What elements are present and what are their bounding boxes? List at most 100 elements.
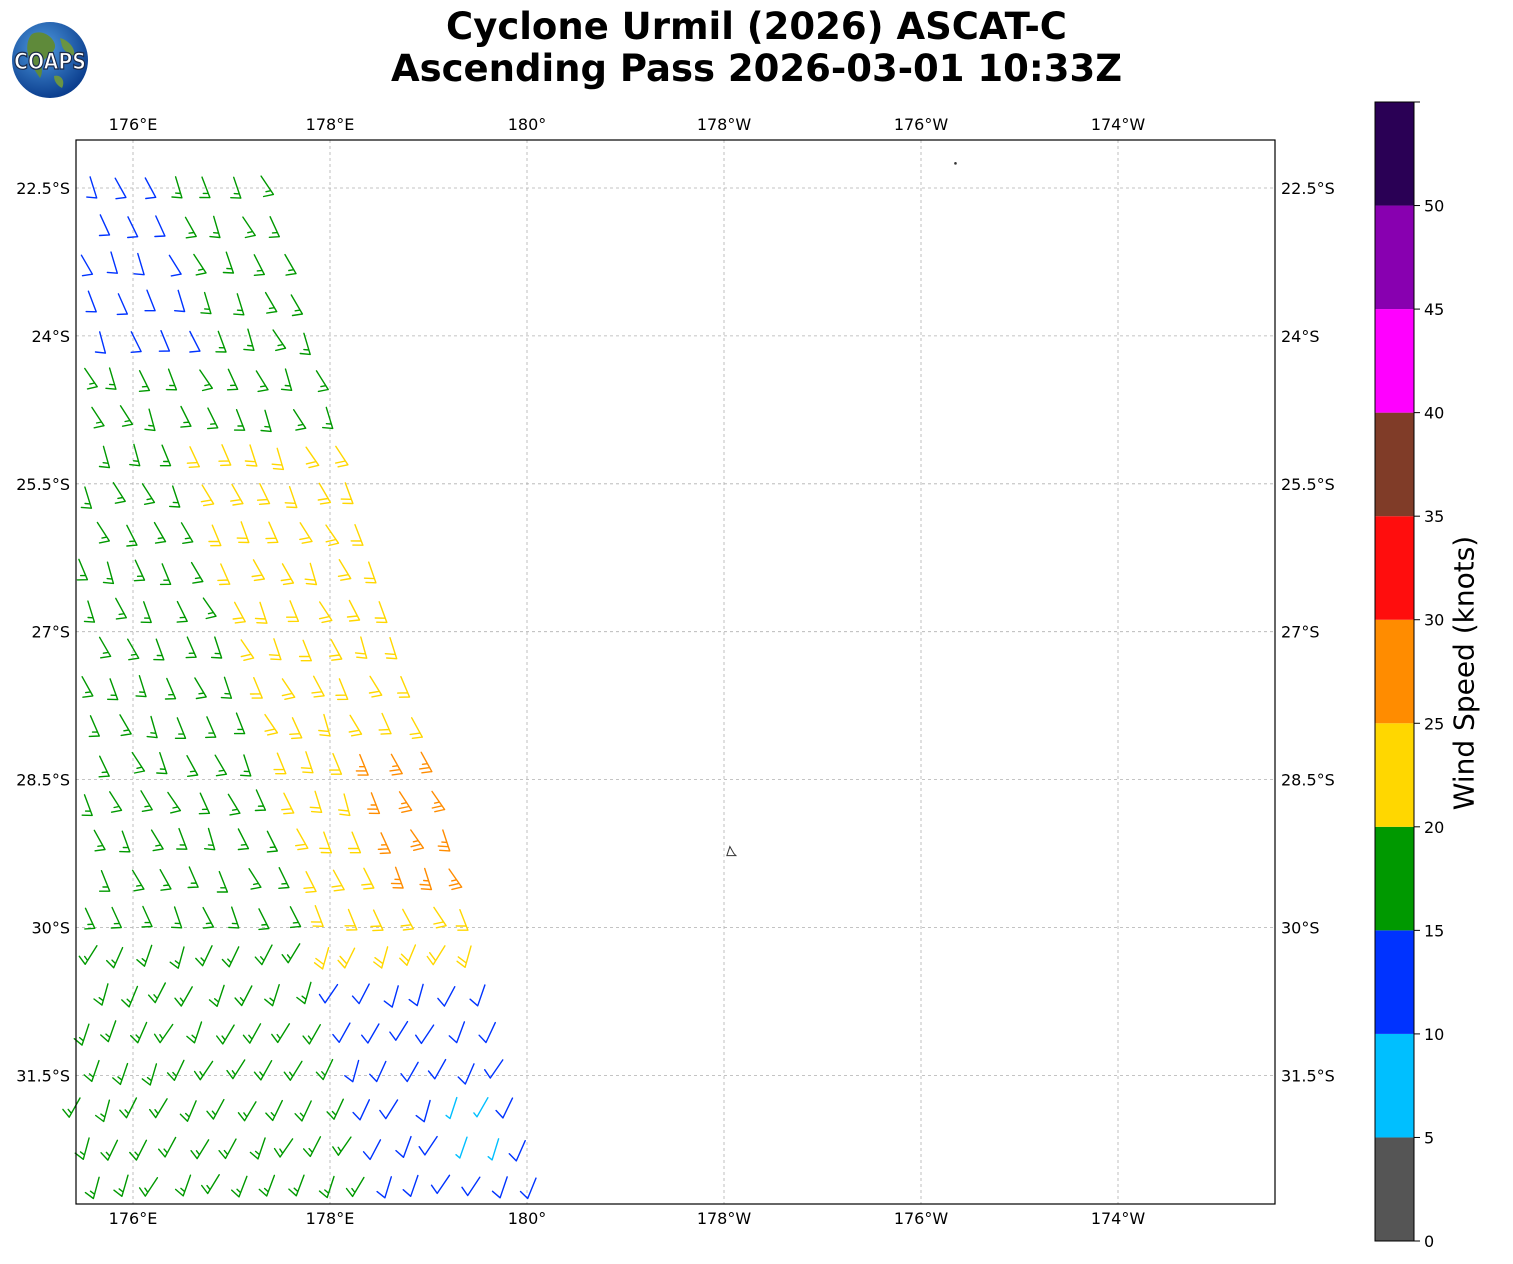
wind-barb: [369, 1060, 387, 1083]
colorbar-bin: [1375, 102, 1414, 206]
wind-barb: [121, 985, 139, 1008]
colorbar-tick-label: 0: [1424, 1232, 1434, 1251]
wind-barb: [158, 330, 171, 352]
colorbar-tick-label: 50: [1424, 197, 1444, 216]
wind-barb: [445, 1096, 458, 1120]
colorbar-tick-label: 25: [1424, 714, 1444, 733]
lat-tick-label: 28.5°S: [1281, 771, 1335, 790]
wind-barb: [189, 330, 201, 353]
wind-barb: [233, 293, 245, 316]
wind-barb: [226, 1059, 246, 1080]
wind-barb: [159, 563, 172, 586]
wind-barb: [144, 408, 156, 432]
wind-barb: [158, 1136, 177, 1158]
wind-barb: [193, 1060, 214, 1081]
wind-barb: [233, 409, 246, 431]
wind-barb: [400, 908, 414, 931]
wind-barb: [130, 1021, 148, 1044]
wind-barb: [280, 368, 293, 391]
wind-barb: [419, 751, 433, 774]
wind-barb: [348, 831, 362, 854]
wind-barb: [237, 828, 250, 851]
wind-barb: [350, 524, 364, 546]
wind-barb: [201, 1174, 220, 1195]
wind-barb: [168, 254, 182, 277]
wind-barb: [146, 715, 158, 739]
wind-barb: [226, 368, 239, 391]
wind-barb: [437, 829, 451, 852]
wind-barb: [258, 1174, 276, 1197]
wind-barb: [519, 1177, 537, 1200]
islet-dot-icon: [954, 162, 957, 165]
wind-barb: [218, 444, 232, 467]
wind-barb: [373, 946, 389, 969]
wind-barb: [141, 905, 153, 928]
lon-tick-label: 180°: [508, 115, 547, 134]
wind-barb: [169, 485, 181, 508]
wind-barb: [272, 329, 287, 352]
wind-barb: [208, 984, 225, 1007]
wind-barb: [199, 369, 213, 392]
wind-barb: [374, 601, 388, 624]
wind-barb: [258, 908, 270, 931]
wind-barb: [354, 636, 368, 659]
wind-barb: [280, 563, 295, 586]
lat-tick-label: 27°S: [1281, 623, 1320, 642]
wind-barb: [348, 714, 363, 737]
wind-barb: [135, 675, 147, 698]
wind-barb: [376, 1176, 392, 1199]
wind-barb: [251, 559, 265, 582]
wind-barb: [271, 1023, 291, 1044]
wind-barb: [133, 559, 146, 582]
wind-barb: [131, 751, 146, 774]
wind-barb: [433, 906, 447, 929]
wind-barb: [395, 1135, 412, 1158]
colorbar-bin: [1375, 723, 1414, 827]
wind-barb: [253, 1060, 273, 1081]
wind-barb: [190, 561, 204, 584]
wind-barb: [133, 252, 145, 276]
wind-barb: [138, 1177, 159, 1197]
wind-barb: [368, 675, 383, 698]
colorbar-bins: [1375, 102, 1414, 1241]
wind-barb: [144, 289, 156, 312]
lat-tick-label: 30°S: [31, 919, 70, 938]
wind-barb: [288, 1174, 305, 1197]
wind-barb: [153, 521, 167, 544]
wind-barb: [290, 294, 304, 317]
wind-barb: [315, 370, 329, 393]
lon-tick-label: 178°W: [697, 1209, 752, 1228]
wind-barb: [171, 176, 183, 199]
map-frame: [76, 140, 1275, 1204]
wind-barb: [102, 561, 115, 585]
wind-barb: [399, 944, 417, 966]
map-border: [75, 139, 1276, 1205]
wind-barb: [304, 562, 318, 586]
wind-barb: [240, 754, 252, 777]
wind-barb: [199, 176, 211, 199]
wind-barb: [410, 829, 425, 851]
wind-barb: [96, 521, 110, 544]
wind-barb: [170, 906, 183, 929]
wind-barb: [408, 983, 424, 1007]
wind-barb: [185, 636, 197, 659]
colorbar-tick-label: 30: [1424, 611, 1444, 630]
wind-barb: [289, 906, 302, 929]
wind-barb: [84, 367, 98, 390]
wind-barb: [361, 867, 375, 890]
wind-barb: [169, 946, 185, 969]
lon-tick-label: 174°W: [1091, 1209, 1146, 1228]
wind-barb: [129, 1139, 148, 1161]
wind-barb: [100, 1139, 119, 1161]
wind-barb: [174, 1174, 192, 1197]
colorbar-bin: [1375, 309, 1414, 413]
wind-barb: [78, 945, 98, 965]
wind-barb: [318, 713, 331, 737]
wind-barb: [268, 638, 282, 661]
wind-barb: [289, 717, 303, 740]
wind-barb: [398, 791, 413, 813]
colorbar-bin: [1375, 826, 1414, 931]
wind-barb: [202, 597, 217, 620]
wind-barb: [176, 827, 188, 850]
